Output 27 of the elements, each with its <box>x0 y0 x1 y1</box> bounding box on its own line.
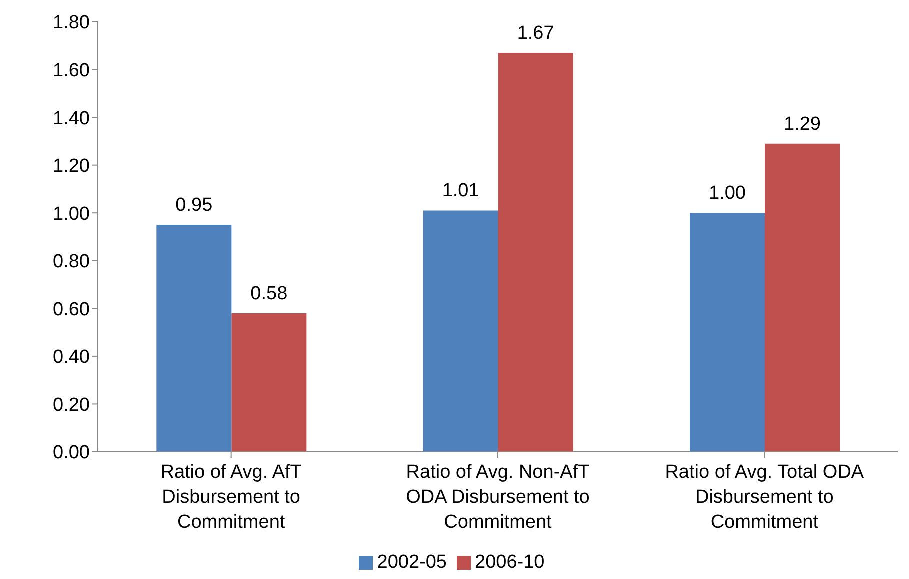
y-tick-label: 1.20 <box>53 156 90 178</box>
data-label: 1.01 <box>442 180 480 202</box>
y-tick-label: 0.80 <box>53 252 90 273</box>
data-label: 1.00 <box>709 183 746 204</box>
y-tick-label: 0.60 <box>53 299 90 320</box>
y-tick-label: 0.20 <box>53 394 90 416</box>
x-tick-label: Ratio of Avg. Non-AfT ODA Disbursement to Commitment <box>406 462 590 533</box>
x-tick-label: Ratio of Avg. Total ODA Disbursement to Commitment <box>665 462 864 533</box>
legend-label: 2002-05 <box>377 552 447 573</box>
y-tick-label: 1.00 <box>53 204 90 225</box>
data-label: 1.29 <box>784 114 821 135</box>
data-label: 0.95 <box>176 195 213 216</box>
y-tick-label: 1.60 <box>53 60 90 82</box>
bar <box>690 213 765 452</box>
bar <box>423 210 498 452</box>
y-tick-label: 1.40 <box>53 108 90 130</box>
y-tick-label: 1.80 <box>53 12 90 34</box>
bar <box>232 313 307 452</box>
bar <box>156 225 232 452</box>
y-tick-label: 0.40 <box>53 347 90 368</box>
data-label: 1.67 <box>517 23 554 44</box>
y-tick-label: 0.00 <box>53 442 90 464</box>
x-tick-label: Ratio of Avg. AfT Disbursement to Commitment <box>160 462 302 533</box>
bar <box>765 144 840 452</box>
legend-label: 2006-10 <box>475 552 545 573</box>
data-label: 0.58 <box>250 283 288 304</box>
bar <box>498 53 574 452</box>
